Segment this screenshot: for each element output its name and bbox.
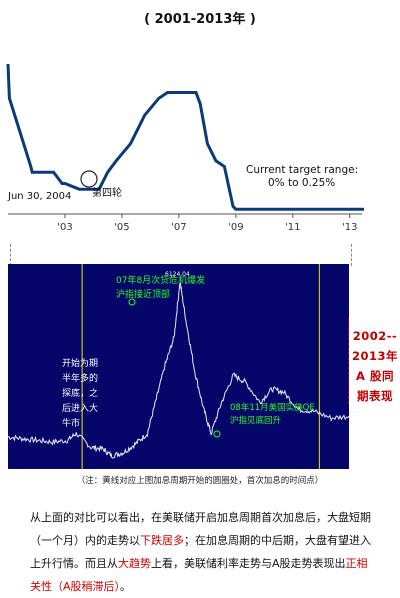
conclusion-highlight-2: 大趋势	[118, 557, 151, 570]
conclusion-highlight-1: 下跌居多	[140, 534, 184, 547]
peak-annotation: 07年8月次贷危机爆发 沪指接近顶部	[116, 274, 205, 300]
shanghai-index-line	[8, 282, 349, 459]
start-annotation: 开始为期 半年多的 探底，之 后进入大 牛市	[62, 357, 98, 429]
start-annotation-line-5: 牛市	[62, 417, 80, 429]
side-label-line-2: 2013年	[352, 349, 399, 363]
conclusion-part-4: 。	[120, 580, 132, 593]
qe-annotation-line-2: 沪指见底回升	[230, 415, 282, 426]
fed-rate-line	[6, 63, 364, 211]
start-annotation-line-2: 半年多的	[62, 372, 98, 384]
start-annotation-line-1: 开始为期	[62, 357, 98, 369]
peak-circle	[128, 298, 136, 306]
range-value: 0% to 0.25%	[268, 177, 335, 189]
fed-tick-label: '03	[57, 222, 72, 233]
conclusion-highlight-3: 正相关性（A股稍滞后）	[30, 557, 368, 593]
fed-tick-label: '07	[171, 222, 186, 233]
a-share-index-chart: 6124.04 07年8月次贷危机爆发 沪指接近顶部 08年11月美国实施QE …	[8, 264, 349, 469]
fed-chart-background	[0, 30, 400, 244]
fed-tick-label: '09	[228, 222, 243, 233]
peak-annotation-line-2: 沪指接近顶部	[116, 288, 170, 300]
cycle-label: 第四轮	[92, 186, 122, 199]
fed-x-ticks: '03 '05 '07 '09 '11 '13	[57, 214, 358, 233]
start-date-label: Jun 30, 2004	[7, 191, 71, 202]
start-annotation-line-3: 探底，之	[62, 387, 98, 399]
page-title: ( 2001-2013年 )	[144, 12, 256, 27]
a-vertical-markers	[81, 264, 320, 469]
conclusion-paragraph: 从上面的对比可以看出，在美联储开启加息周期首次加息后，大盘短期（一个月）内的走势…	[30, 506, 375, 598]
first-hike-circle	[80, 170, 98, 188]
range-title: Current target range:	[246, 164, 358, 176]
side-bracket	[348, 318, 353, 404]
a-share-chart-panel: 6124.04 07年8月次贷危机爆发 沪指接近顶部 08年11月美国实施QE …	[8, 264, 349, 469]
side-label: 2002-- 2013年 A 股同 期表现	[352, 326, 398, 406]
qe-annotation-line-1: 08年11月美国实施QE	[230, 402, 315, 413]
side-label-line-1: 2002--	[352, 329, 398, 343]
bottom-circle	[213, 430, 221, 438]
side-label-line-3: A 股同	[356, 369, 394, 383]
fed-funds-rate-chart: '03 '05 '07 '09 '11 '13 Jun 30, 2004 第四轮 Curr…	[0, 30, 400, 244]
chart-note: （注：黄线对应上图加息周期开始的圆圈处，首次加息的时间点）	[76, 476, 324, 486]
side-label-line-4: 期表现	[357, 389, 393, 403]
alignment-guide	[10, 244, 352, 266]
fed-tick-label: '13	[342, 222, 357, 233]
peak-value-label: 6124.04	[165, 271, 190, 278]
conclusion-part-2: ；在加息周期的中后期，大盘有望进入上升行情。而且从	[30, 534, 371, 570]
fed-tick-label: '05	[114, 222, 129, 233]
qe-annotation: 08年11月美国实施QE 沪指见底回升	[230, 402, 315, 426]
peak-annotation-line-1: 07年8月次贷危机爆发	[116, 274, 205, 286]
fed-tick-label: '11	[285, 222, 300, 233]
start-annotation-line-4: 后进入大	[62, 402, 98, 414]
conclusion-part-3: 上看，美联储利率走势与A股走势表现出	[151, 557, 346, 570]
conclusion-part-1: 从上面的对比可以看出，在美联储开启加息周期首次加息后，大盘短期（一个月）内的走势…	[30, 511, 371, 547]
